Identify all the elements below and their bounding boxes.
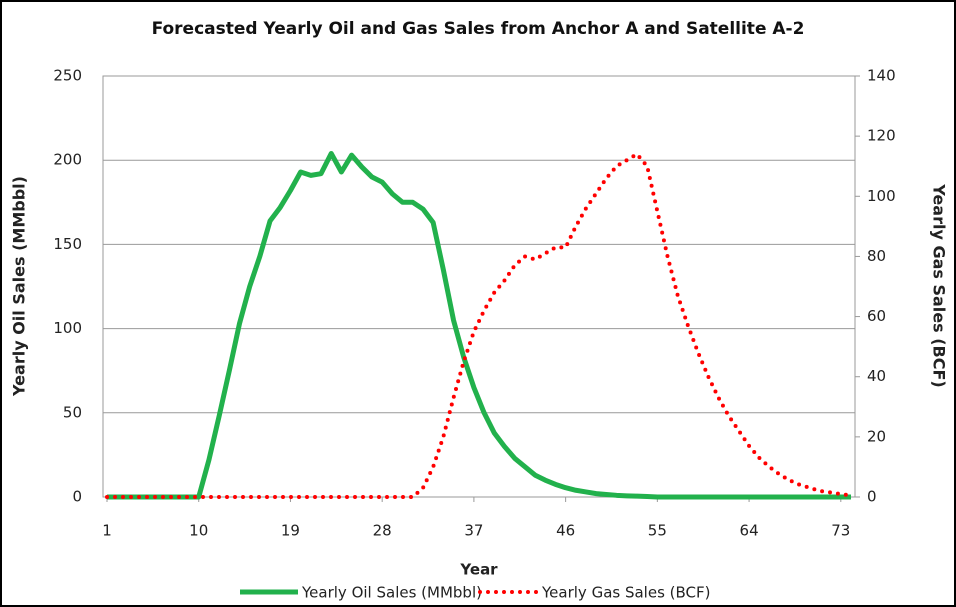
x-tick-label: 46 — [556, 522, 575, 540]
x-tick-label: 19 — [281, 522, 300, 540]
y2-tick-label: 60 — [867, 307, 886, 325]
x-axis-label: Year — [459, 561, 498, 579]
y-axis-label: Yearly Oil Sales (MMbbl) — [10, 176, 29, 397]
series-line — [107, 150, 851, 500]
y2-tick-label: 0 — [867, 488, 877, 506]
y2-tick-label: 20 — [867, 427, 886, 445]
legend-label: Yearly Oil Sales (MMbbl) — [301, 584, 482, 602]
series-line — [105, 151, 853, 499]
y-tick-label: 250 — [53, 67, 82, 85]
x-tick-label: 10 — [189, 522, 208, 540]
y2-axis-label: Yearly Gas Sales (BCF) — [930, 183, 949, 387]
y2-tick-label: 40 — [867, 367, 886, 385]
x-tick-label: 55 — [648, 522, 667, 540]
x-tick-label: 28 — [373, 522, 392, 540]
y2-tick-label: 140 — [867, 67, 896, 85]
y-tick-label: 100 — [53, 319, 82, 337]
x-tick-label: 64 — [740, 522, 759, 540]
x-tick-label: 37 — [464, 522, 483, 540]
y-tick-label: 200 — [53, 151, 82, 169]
y-tick-label: 0 — [72, 488, 82, 506]
x-tick-label: 73 — [831, 522, 850, 540]
y2-tick-label: 100 — [867, 187, 896, 205]
y2-tick-label: 80 — [867, 247, 886, 265]
legend-label: Yearly Gas Sales (BCF) — [541, 584, 711, 602]
x-tick-label: 1 — [102, 522, 112, 540]
y-tick-label: 50 — [63, 403, 82, 421]
chart-title: Forecasted Yearly Oil and Gas Sales from… — [151, 19, 805, 39]
y2-tick-label: 120 — [867, 127, 896, 145]
y-tick-label: 150 — [53, 235, 82, 253]
